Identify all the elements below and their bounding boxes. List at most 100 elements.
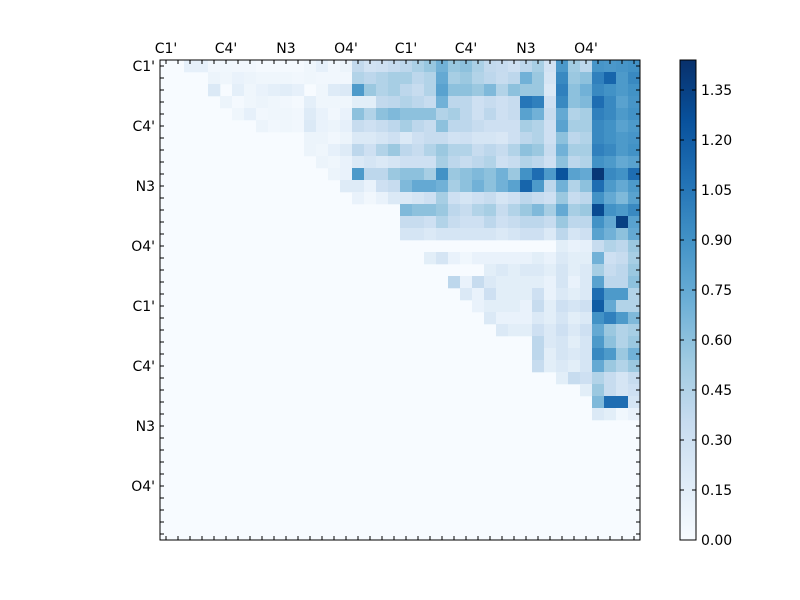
heatmap-cell xyxy=(616,264,629,277)
heatmap-cell xyxy=(520,312,533,325)
heatmap-cell xyxy=(580,108,593,121)
heatmap-cell xyxy=(436,108,449,121)
heatmap-cell xyxy=(508,84,521,97)
heatmap-cell xyxy=(400,120,413,133)
heatmap-cell xyxy=(460,192,473,205)
heatmap-cell xyxy=(616,324,629,337)
heatmap-cell xyxy=(616,192,629,205)
heatmap-cell xyxy=(628,168,641,181)
heatmap-cell xyxy=(520,108,533,121)
heatmap-cell xyxy=(532,276,545,289)
heatmap-cell xyxy=(208,72,221,85)
heatmap-cell xyxy=(604,144,617,157)
y-tick-label: O4' xyxy=(131,479,155,495)
heatmap-cell xyxy=(496,96,509,109)
heatmap-cell xyxy=(352,144,365,157)
heatmap-cell xyxy=(616,384,629,397)
heatmap-cell xyxy=(472,228,485,241)
heatmap-cell xyxy=(616,360,629,373)
heatmap-cell xyxy=(604,96,617,109)
heatmap-cell xyxy=(580,300,593,313)
heatmap-cell xyxy=(580,96,593,109)
heatmap-cell xyxy=(508,96,521,109)
heatmap-cell xyxy=(496,180,509,193)
heatmap-cell xyxy=(580,72,593,85)
heatmap-cell xyxy=(628,108,641,121)
heatmap-cell xyxy=(520,72,533,85)
heatmap-cell xyxy=(592,396,605,409)
heatmap-cell xyxy=(496,312,509,325)
colorbar-tick-label: 0.30 xyxy=(701,433,732,449)
heatmap-cell xyxy=(544,156,557,169)
heatmap-cell xyxy=(568,108,581,121)
heatmap-cell xyxy=(340,72,353,85)
heatmap-cell xyxy=(340,60,353,73)
heatmap-cell xyxy=(616,84,629,97)
heatmap-cell xyxy=(460,132,473,145)
heatmap-cell xyxy=(628,132,641,145)
heatmap-cell xyxy=(460,276,473,289)
heatmap-cell xyxy=(532,168,545,181)
heatmap-cell xyxy=(328,120,341,133)
heatmap-cell xyxy=(532,84,545,97)
heatmap-cell xyxy=(520,120,533,133)
heatmap-cell xyxy=(472,204,485,217)
heatmap-cell xyxy=(472,108,485,121)
heatmap-cell xyxy=(556,216,569,229)
heatmap-cell xyxy=(436,60,449,73)
heatmap-cell xyxy=(604,408,617,421)
heatmap-cell xyxy=(592,132,605,145)
colorbar-tick-label: 1.20 xyxy=(701,133,732,149)
heatmap-cell xyxy=(544,84,557,97)
heatmap-cell xyxy=(556,84,569,97)
heatmap-cell xyxy=(232,60,245,73)
heatmap-cell xyxy=(436,84,449,97)
heatmap-cell xyxy=(616,228,629,241)
heatmap-cell xyxy=(484,312,497,325)
heatmap-cell xyxy=(448,84,461,97)
heatmap-cell xyxy=(280,120,293,133)
heatmap-cell xyxy=(592,156,605,169)
heatmap-cell xyxy=(376,108,389,121)
heatmap-cell xyxy=(616,216,629,229)
heatmap-cell xyxy=(544,204,557,217)
heatmap-cell xyxy=(460,204,473,217)
heatmap-cell xyxy=(556,312,569,325)
heatmap-cell xyxy=(628,180,641,193)
heatmap-cell xyxy=(580,180,593,193)
heatmap-cell xyxy=(520,144,533,157)
heatmap-cell xyxy=(580,324,593,337)
heatmap-cell xyxy=(364,132,377,145)
heatmap-cell xyxy=(616,240,629,253)
heatmap-cell xyxy=(568,60,581,73)
heatmap-cell xyxy=(460,216,473,229)
heatmap-cell xyxy=(628,384,641,397)
heatmap-cell xyxy=(304,120,317,133)
heatmap-cell xyxy=(556,336,569,349)
heatmap-cell xyxy=(544,360,557,373)
heatmap-cell xyxy=(544,264,557,277)
heatmap-cell xyxy=(460,84,473,97)
heatmap-cell xyxy=(412,120,425,133)
heatmap-cell xyxy=(496,192,509,205)
colorbar-ticks: 0.00 0.15 0.30 0.45 0.60 0.75 0.90 1.05 1.20 1.35 xyxy=(680,83,732,549)
heatmap-cell xyxy=(628,264,641,277)
heatmap-cell xyxy=(556,156,569,169)
heatmap-cell xyxy=(616,312,629,325)
heatmap-cell xyxy=(496,204,509,217)
heatmap-cell xyxy=(616,60,629,73)
heatmap-cell xyxy=(604,348,617,361)
heatmap-cells xyxy=(160,60,641,540)
heatmap-cell xyxy=(376,192,389,205)
heatmap-cell xyxy=(376,156,389,169)
heatmap-cell xyxy=(544,336,557,349)
heatmap-cell xyxy=(400,216,413,229)
heatmap-cell xyxy=(460,144,473,157)
heatmap-cell xyxy=(424,228,437,241)
heatmap-cell xyxy=(304,108,317,121)
heatmap-cell xyxy=(364,156,377,169)
heatmap-cell xyxy=(412,108,425,121)
heatmap-cell xyxy=(400,132,413,145)
heatmap-cell xyxy=(568,96,581,109)
heatmap-cell xyxy=(388,180,401,193)
